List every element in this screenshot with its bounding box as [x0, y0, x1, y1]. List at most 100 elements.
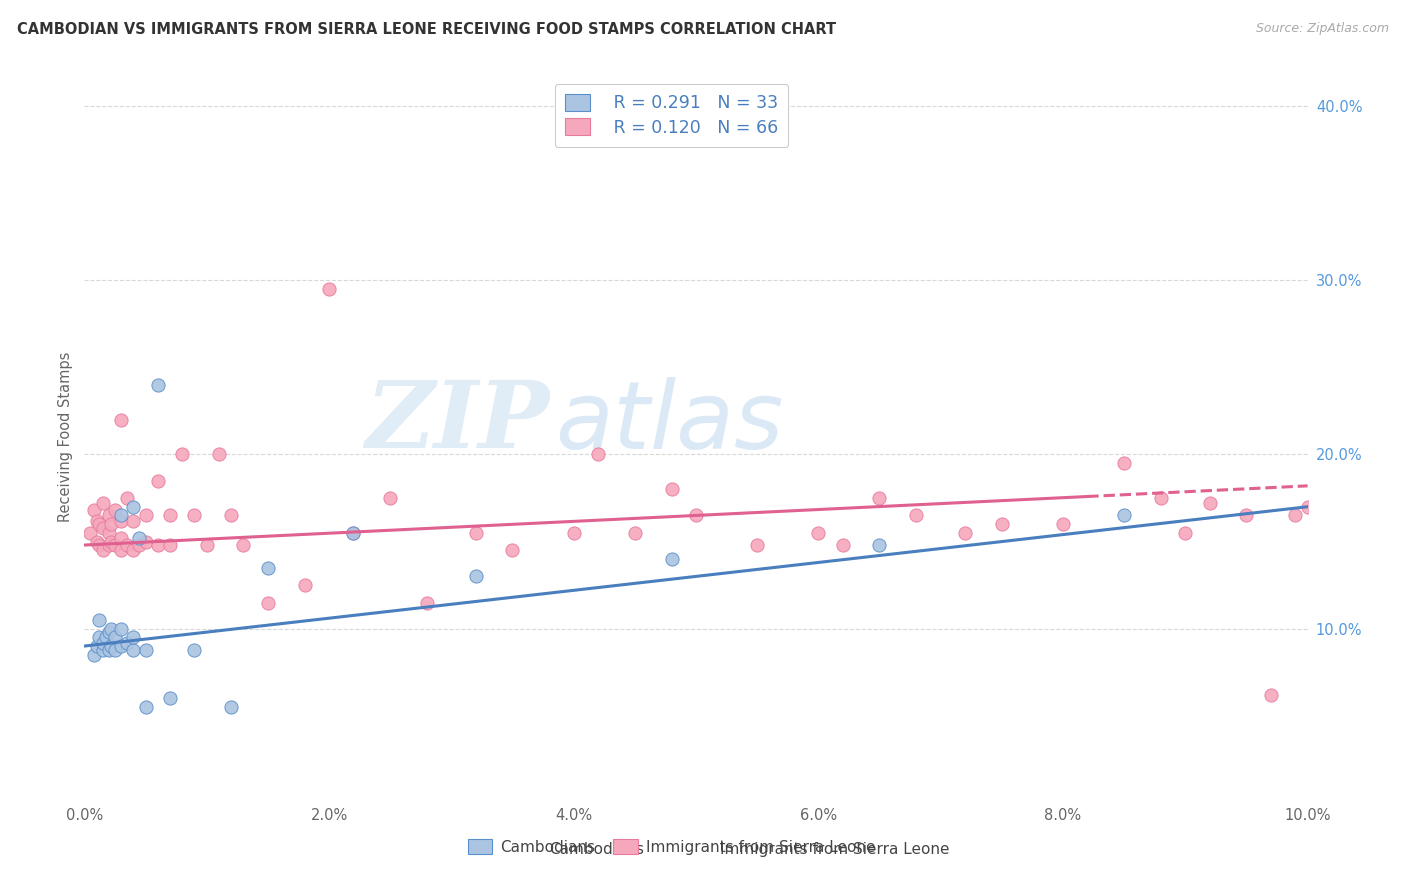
- Point: [86, 514, 108, 528]
- Point: [747, 538, 769, 552]
- Point: [110, 531, 132, 545]
- Point: [586, 448, 609, 462]
- Point: [97, 508, 120, 523]
- Point: [661, 552, 683, 566]
- Point: [953, 525, 976, 540]
- Point: [1260, 688, 1282, 702]
- Point: [87, 538, 110, 552]
- Point: [502, 543, 524, 558]
- Point: [104, 631, 127, 645]
- Y-axis label: Receiving Food Stamps: Receiving Food Stamps: [58, 351, 73, 523]
- Point: [128, 531, 150, 545]
- Point: [135, 700, 157, 714]
- Point: [87, 631, 110, 645]
- Point: [122, 642, 145, 657]
- Point: [122, 514, 145, 528]
- Point: [1236, 508, 1258, 523]
- Point: [83, 648, 105, 662]
- Point: [342, 525, 364, 540]
- Point: [100, 517, 122, 532]
- Point: [661, 483, 683, 497]
- Point: [624, 525, 647, 540]
- Point: [97, 538, 120, 552]
- Point: [135, 642, 157, 657]
- Point: [110, 622, 132, 636]
- Point: [183, 508, 205, 523]
- Point: [1052, 517, 1074, 532]
- Point: [115, 538, 138, 552]
- Point: [869, 491, 891, 505]
- Point: [257, 595, 280, 609]
- Text: Cambodians: Cambodians: [550, 842, 644, 857]
- Point: [122, 500, 145, 514]
- Point: [146, 377, 169, 392]
- Point: [91, 635, 114, 649]
- Point: [87, 613, 110, 627]
- Point: [807, 525, 830, 540]
- Point: [97, 642, 120, 657]
- Point: [342, 525, 364, 540]
- Point: [135, 534, 157, 549]
- Point: [128, 538, 150, 552]
- Point: [172, 448, 194, 462]
- Text: CAMBODIAN VS IMMIGRANTS FROM SIERRA LEONE RECEIVING FOOD STAMPS CORRELATION CHAR: CAMBODIAN VS IMMIGRANTS FROM SIERRA LEON…: [17, 22, 837, 37]
- Point: [685, 508, 707, 523]
- Point: [294, 578, 316, 592]
- Point: [97, 525, 120, 540]
- Point: [104, 642, 127, 657]
- Point: [219, 700, 242, 714]
- Point: [122, 631, 145, 645]
- Point: [869, 538, 891, 552]
- Point: [110, 543, 132, 558]
- Point: [104, 538, 127, 552]
- Point: [1296, 500, 1319, 514]
- Point: [380, 491, 402, 505]
- Legend: Cambodians, Immigrants from Sierra Leone: Cambodians, Immigrants from Sierra Leone: [463, 833, 882, 861]
- Point: [562, 525, 585, 540]
- Point: [100, 622, 122, 636]
- Point: [115, 635, 138, 649]
- Point: [232, 538, 254, 552]
- Point: [208, 448, 231, 462]
- Point: [83, 503, 105, 517]
- Point: [96, 631, 118, 645]
- Point: [464, 525, 486, 540]
- Point: [1284, 508, 1306, 523]
- Point: [100, 639, 122, 653]
- Point: [1150, 491, 1173, 505]
- Point: [159, 691, 181, 706]
- Point: [110, 412, 132, 426]
- Point: [416, 595, 439, 609]
- Point: [86, 534, 108, 549]
- Point: [115, 491, 138, 505]
- Point: [257, 560, 280, 574]
- Point: [159, 508, 181, 523]
- Point: [91, 642, 114, 657]
- Point: [991, 517, 1014, 532]
- Point: [122, 543, 145, 558]
- Point: [183, 642, 205, 657]
- Point: [831, 538, 853, 552]
- Point: [97, 625, 120, 640]
- Text: atlas: atlas: [555, 377, 783, 468]
- Point: [104, 503, 127, 517]
- Point: [110, 508, 132, 523]
- Point: [1198, 496, 1220, 510]
- Point: [146, 538, 169, 552]
- Point: [1114, 508, 1136, 523]
- Point: [219, 508, 242, 523]
- Point: [318, 282, 340, 296]
- Point: [87, 517, 110, 532]
- Point: [159, 538, 181, 552]
- Text: ZIP: ZIP: [366, 377, 550, 467]
- Point: [905, 508, 928, 523]
- Point: [195, 538, 218, 552]
- Point: [91, 543, 114, 558]
- Point: [100, 534, 122, 549]
- Point: [110, 639, 132, 653]
- Point: [86, 639, 108, 653]
- Point: [1174, 525, 1197, 540]
- Text: Source: ZipAtlas.com: Source: ZipAtlas.com: [1256, 22, 1389, 36]
- Point: [135, 508, 157, 523]
- Point: [146, 474, 169, 488]
